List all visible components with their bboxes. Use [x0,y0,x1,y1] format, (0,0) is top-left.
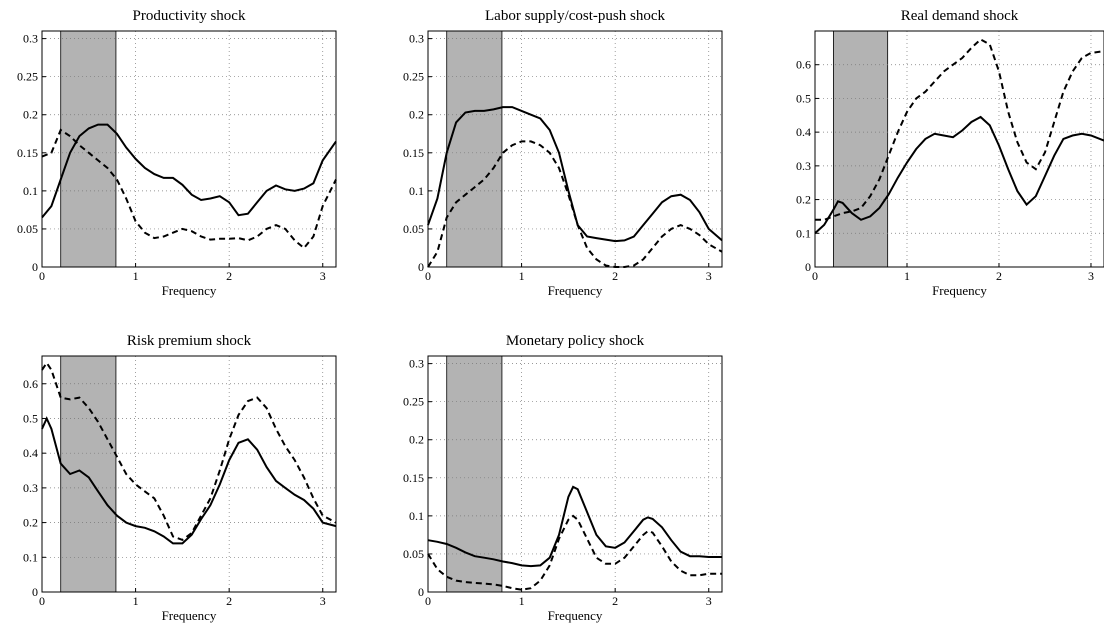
y-tick-label: 0.15 [17,146,38,160]
y-tick-label: 0 [418,260,424,274]
y-tick-label: 0.3 [23,481,38,495]
x-tick-label: 1 [519,269,525,283]
shaded-band [60,30,117,268]
y-tick-label: 0.4 [23,446,38,460]
x-tick-label: 3 [1088,269,1094,283]
y-tick-label: 0 [805,260,811,274]
x-tick-label: 0 [812,269,818,283]
x-tick-label: 1 [133,594,139,608]
y-tick-label: 0.5 [23,411,38,425]
chart-panel-2: 0 1 2 3 0 0.05 0.1 0.15 0.2 0.25 0.3 Labor supply/c… [403,8,723,298]
series-line-dashed [815,38,1104,221]
chart-panel-4: 0 1 2 3 0 0.1 0.2 0.3 0.4 0.5 0.6 Risk premium shoc… [23,333,337,623]
axes-frame [814,30,1104,268]
y-tick-label: 0 [418,585,424,599]
y-tick-label: 0.1 [23,184,38,198]
y-tick-label: 0.3 [409,357,424,371]
x-tick-label: 2 [612,594,618,608]
chart-title: Productivity shock [133,8,246,24]
y-tick-label: 0.3 [409,32,424,46]
x-tick-label: 0 [39,269,45,283]
x-axis-label: Frequency [548,608,603,623]
y-tick-label: 0.05 [17,222,38,236]
y-tick-label: 0.25 [403,70,424,84]
y-tick-label: 0.3 [23,32,38,46]
x-tick-label: 3 [320,269,326,283]
y-tick-label: 0.2 [796,193,811,207]
x-tick-label: 0 [39,594,45,608]
y-tick-label: 0.2 [409,108,424,122]
y-tick-label: 0.15 [403,146,424,160]
y-tick-label: 0.05 [403,222,424,236]
shaded-band [446,30,503,268]
y-tick-label: 0.6 [23,377,38,391]
chart-title: Monetary policy shock [506,333,645,349]
x-tick-label: 2 [226,594,232,608]
x-tick-label: 1 [519,594,525,608]
x-tick-label: 3 [706,594,712,608]
x-axis-label: Frequency [162,608,217,623]
chart-panel-1: 0 1 2 3 0 0.05 0.1 0.15 0.2 0.25 0.3 Productivity s… [17,8,337,298]
x-tick-label: 2 [996,269,1002,283]
series-line-solid [814,115,1104,235]
chart-title: Risk premium shock [127,333,252,349]
y-tick-label: 0 [32,260,38,274]
series-line-solid [427,485,722,568]
shaded-band [832,30,889,268]
chart-title: Labor supply/cost-push shock [485,8,665,24]
shaded-band [446,355,503,593]
y-tick-label: 0.4 [796,125,811,139]
chart-panel-3: 0 1 2 3 0 0.1 0.2 0.3 0.4 0.5 0.6 Real demand shock… [796,8,1104,298]
x-tick-label: 0 [425,269,431,283]
chart-panel-5: 0 1 2 3 0 0.05 0.1 0.15 0.2 0.25 0.3 Monetary polic… [403,333,723,623]
series-line-solid [41,123,337,219]
y-tick-label: 0.5 [796,91,811,105]
x-axis-label: Frequency [162,283,217,298]
axes-frame [427,355,723,593]
y-tick-label: 0.15 [403,471,424,485]
y-tick-label: 0.1 [796,226,811,240]
x-tick-label: 3 [706,269,712,283]
axes-frame [41,30,337,268]
x-axis-label: Frequency [932,283,987,298]
y-tick-label: 0.2 [409,433,424,447]
x-tick-label: 1 [904,269,910,283]
series-line-dashed [427,140,723,268]
chart-title: Real demand shock [901,8,1019,24]
series-line-dashed [41,128,337,250]
x-tick-label: 2 [612,269,618,283]
y-tick-label: 0.1 [409,509,424,523]
x-axis-label: Frequency [548,283,603,298]
series-line-dashed [427,514,722,591]
x-tick-label: 3 [320,594,326,608]
series-line-solid [41,416,337,545]
axes-frame [427,30,723,268]
y-tick-label: 0.25 [17,70,38,84]
x-tick-label: 0 [425,594,431,608]
x-tick-label: 2 [226,269,232,283]
y-tick-label: 0.6 [796,58,811,72]
y-tick-label: 0.3 [796,159,811,173]
y-tick-label: 0.2 [23,516,38,530]
axes-frame [41,355,337,593]
y-tick-label: 0.2 [23,108,38,122]
y-tick-label: 0 [32,585,38,599]
series-line-dashed [41,361,337,542]
y-tick-label: 0.1 [409,184,424,198]
x-tick-label: 1 [133,269,139,283]
y-tick-label: 0.05 [403,547,424,561]
y-tick-label: 0.25 [403,395,424,409]
y-tick-label: 0.1 [23,550,38,564]
